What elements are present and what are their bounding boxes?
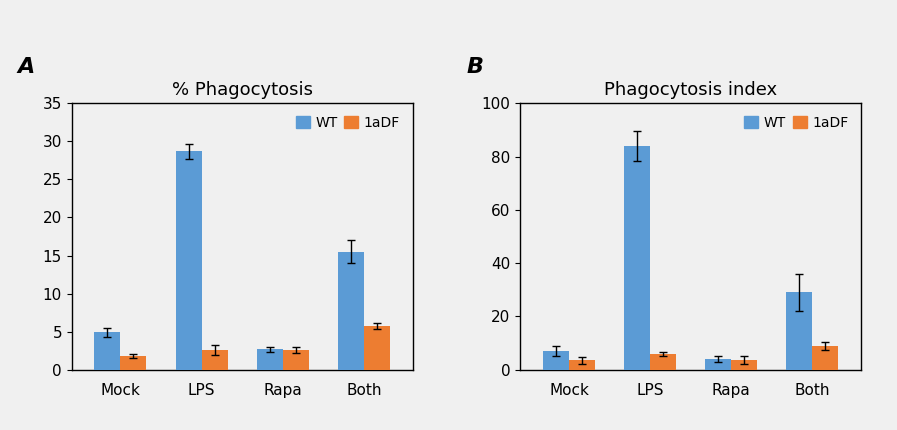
Bar [202, 350, 228, 370]
Legend: WT, 1aDF: WT, 1aDF [291, 110, 405, 135]
Title: Phagocytosis index: Phagocytosis index [604, 81, 778, 99]
Bar [283, 350, 309, 370]
Bar [257, 349, 283, 370]
Bar [94, 332, 120, 370]
Bar [120, 356, 146, 370]
Bar [569, 360, 595, 370]
Bar [705, 359, 731, 370]
Bar [624, 146, 650, 370]
Bar [338, 252, 364, 370]
Text: B: B [466, 57, 483, 77]
Bar [650, 354, 676, 370]
Legend: WT, 1aDF: WT, 1aDF [739, 110, 854, 135]
Bar [813, 346, 839, 370]
Bar [176, 151, 202, 370]
Bar [364, 326, 390, 370]
Bar [543, 351, 569, 370]
Bar [731, 360, 757, 370]
Title: % Phagocytosis: % Phagocytosis [171, 81, 313, 99]
Bar [787, 292, 813, 370]
Text: A: A [18, 57, 35, 77]
